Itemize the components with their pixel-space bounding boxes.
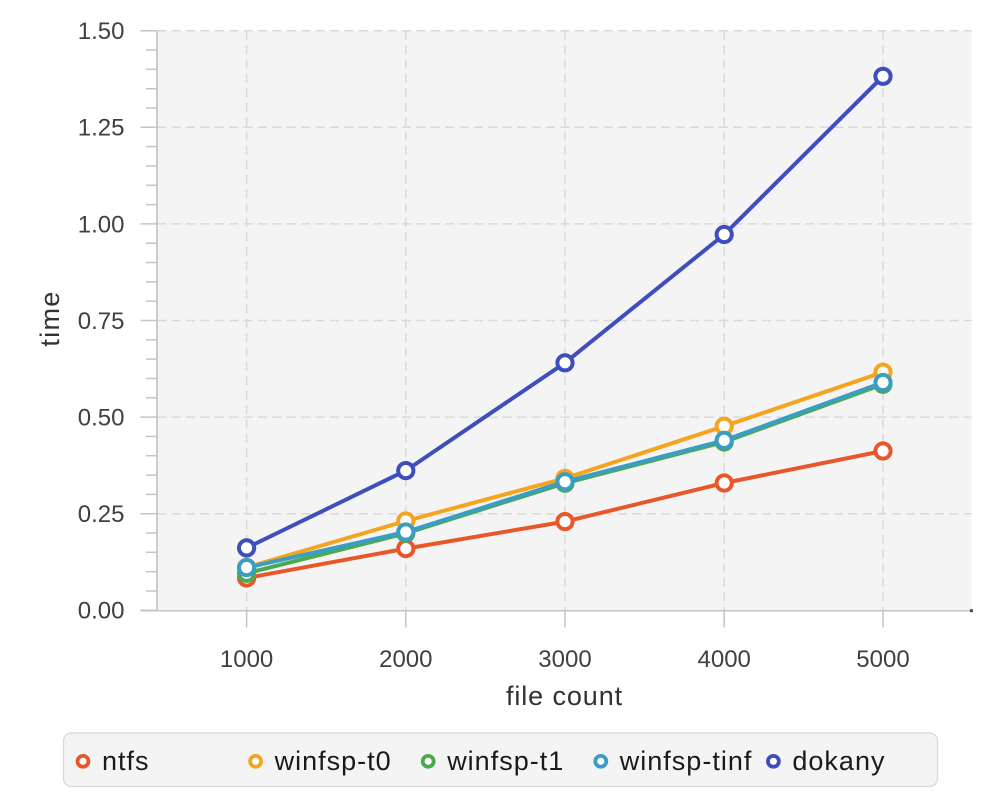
svg-text:1.25: 1.25 [78, 115, 125, 142]
svg-text:3000: 3000 [538, 646, 591, 673]
svg-text:ntfs: ntfs [102, 746, 150, 776]
svg-text:file count: file count [506, 681, 623, 711]
svg-text:2000: 2000 [379, 646, 432, 673]
svg-text:0.00: 0.00 [78, 598, 125, 625]
svg-text:1.00: 1.00 [78, 211, 125, 238]
svg-text:1000: 1000 [220, 646, 273, 673]
svg-text:dokany: dokany [792, 746, 885, 776]
svg-text:time: time [35, 290, 65, 346]
svg-text:5000: 5000 [856, 646, 909, 673]
svg-text:4000: 4000 [698, 646, 751, 673]
svg-text:winfsp-t0: winfsp-t0 [274, 746, 392, 776]
svg-text:0.50: 0.50 [78, 405, 125, 432]
svg-text:1.50: 1.50 [78, 18, 125, 45]
svg-text:winfsp-tinf: winfsp-tinf [619, 746, 753, 776]
svg-text:0.75: 0.75 [78, 308, 125, 335]
svg-text:winfsp-t1: winfsp-t1 [446, 746, 564, 776]
svg-text:0.25: 0.25 [78, 501, 125, 528]
